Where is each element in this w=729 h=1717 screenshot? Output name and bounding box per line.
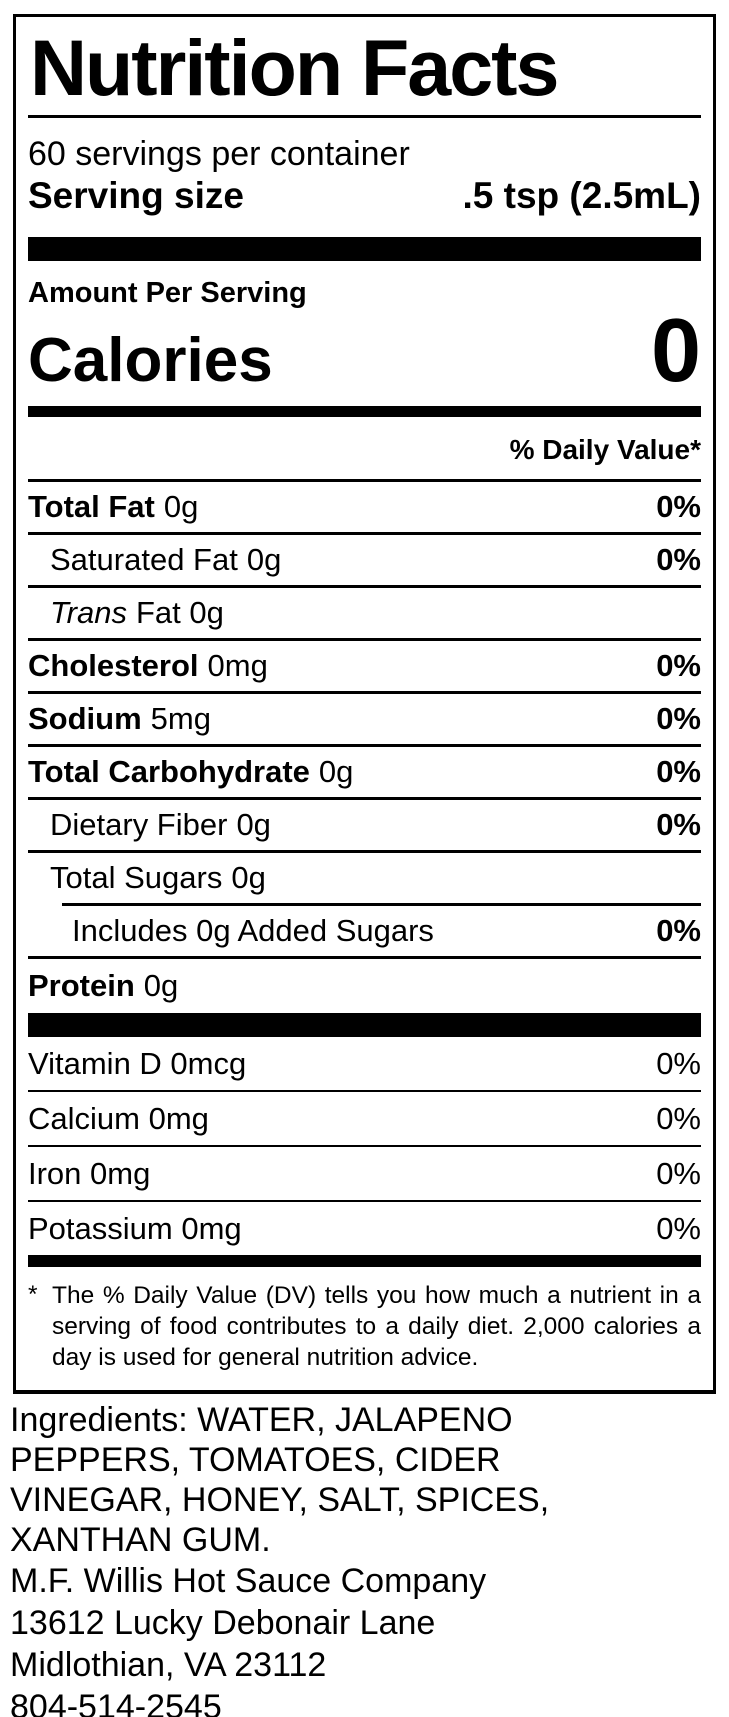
footnote-asterisk: * — [28, 1281, 38, 1308]
company-city-state-zip: Midlothian, VA 23112 — [10, 1646, 327, 1684]
divider — [28, 638, 701, 641]
vitamin-name: Iron 0mg — [28, 1155, 151, 1191]
nutrient-amount: 0g — [318, 754, 354, 789]
nutrient-name: Protein — [28, 968, 135, 1003]
vitamin-daily-value: 0% — [656, 1155, 701, 1191]
nutrient-daily-value: 0% — [656, 701, 701, 736]
divider — [28, 797, 701, 800]
footer-divider-bar — [28, 1255, 701, 1267]
vitamin-daily-value: 0% — [656, 1100, 701, 1136]
vitamin-daily-value: 0% — [656, 1210, 701, 1246]
serving-size-value: .5 tsp (2.5mL) — [462, 175, 702, 216]
nutrient-name: Dietary Fiber — [50, 807, 228, 842]
divider — [28, 115, 701, 118]
nutrient-name: Saturated Fat — [50, 542, 238, 577]
nutrient-row-total-sugars: Total Sugars 0g — [28, 853, 701, 903]
nutrient-amount: 0g — [246, 542, 282, 577]
vitamin-name: Potassium 0mg — [28, 1210, 242, 1246]
nutrient-daily-value: 0% — [656, 807, 701, 842]
nutrient-name: Trans — [50, 595, 127, 630]
nutrient-row-protein: Protein 0g — [28, 959, 701, 1013]
nutrient-amount: 0g — [143, 968, 179, 1003]
thick-divider-bar — [28, 1013, 701, 1037]
nutrient-name: Total Carbohydrate — [28, 754, 310, 789]
nutrient-row-cholesterol: Cholesterol 0mg 0% — [28, 641, 701, 691]
nutrient-daily-value: 0% — [656, 648, 701, 683]
divider — [28, 479, 701, 482]
nutrient-amount: 0mg — [207, 648, 268, 683]
divider — [28, 585, 701, 588]
nutrient-amount: Fat 0g — [135, 595, 224, 630]
vitamin-row-potassium: Potassium 0mg 0% — [28, 1202, 701, 1255]
divider — [28, 744, 701, 747]
nutrient-daily-value: 0% — [656, 754, 701, 789]
medium-divider-bar — [28, 406, 701, 417]
nutrient-amount: 0g — [231, 860, 266, 895]
nutrient-amount: 0g — [163, 489, 199, 524]
nutrient-amount: 5mg — [150, 701, 211, 736]
nutrient-row-saturated-fat: Saturated Fat 0g 0% — [28, 535, 701, 585]
divider — [28, 956, 701, 959]
calories-value: 0 — [650, 301, 701, 401]
nutrient-name: Total Fat — [28, 489, 155, 524]
serving-size-row: Serving size .5 tsp (2.5mL) — [28, 173, 701, 221]
thick-divider-bar — [28, 237, 701, 261]
manufacturer-block: M.F. Willis Hot Sauce Company 13612 Luck… — [10, 1560, 486, 1717]
ingredients-statement: Ingredients: WATER, JALAPENO PEPPERS, TO… — [10, 1401, 550, 1559]
nutrient-daily-value: 0% — [656, 542, 701, 577]
nutrient-daily-value: 0% — [656, 913, 701, 948]
nutrient-row-added-sugars: Includes 0g Added Sugars 0% — [28, 906, 701, 956]
nutrient-amount: 0g — [236, 807, 271, 842]
nutrient-daily-value: 0% — [656, 489, 701, 524]
calories-row: Calories 0 — [28, 301, 701, 401]
footnote-text: The % Daily Value (DV) tells you how muc… — [52, 1282, 701, 1371]
company-street: 13612 Lucky Debonair Lane — [10, 1604, 436, 1642]
nutrient-name: Includes 0g Added Sugars — [72, 913, 434, 948]
amount-per-serving-label: Amount Per Serving — [28, 277, 307, 309]
nutrient-name: Cholesterol — [28, 648, 199, 683]
servings-per-container: 60 servings per container — [28, 135, 410, 173]
nutrient-row-dietary-fiber: Dietary Fiber 0g 0% — [28, 800, 701, 850]
divider — [28, 1145, 701, 1147]
indented-divider — [62, 903, 701, 906]
daily-value-footnote: * The % Daily Value (DV) tells you how m… — [28, 1267, 701, 1390]
nutrient-row-sodium: Sodium 5mg 0% — [28, 694, 701, 744]
vitamin-row-vitamin-d: Vitamin D 0mcg 0% — [28, 1037, 701, 1090]
calories-label: Calories — [28, 326, 273, 395]
nutrient-row-total-carbohydrate: Total Carbohydrate 0g 0% — [28, 747, 701, 797]
nutrient-row-trans-fat: Trans Fat 0g — [28, 588, 701, 638]
nutrient-row-total-fat: Total Fat 0g 0% — [28, 482, 701, 532]
nutrient-name: Total Sugars — [50, 860, 223, 895]
company-name: M.F. Willis Hot Sauce Company — [10, 1562, 487, 1600]
nutrition-facts-panel: Nutrition Facts 60 servings per containe… — [13, 14, 716, 1394]
panel-title: Nutrition Facts — [30, 23, 559, 112]
vitamin-name: Vitamin D 0mcg — [28, 1045, 247, 1081]
serving-size-label: Serving size — [28, 175, 244, 216]
divider — [28, 532, 701, 535]
company-phone: 804-514-2545 — [10, 1688, 222, 1717]
vitamin-row-iron: Iron 0mg 0% — [28, 1147, 701, 1200]
divider — [28, 691, 701, 694]
divider — [28, 1200, 701, 1202]
vitamin-row-calcium: Calcium 0mg 0% — [28, 1092, 701, 1145]
vitamin-daily-value: 0% — [656, 1045, 701, 1081]
nutrient-name: Sodium — [28, 701, 142, 736]
daily-value-header: % Daily Value* — [509, 434, 701, 465]
spacer — [28, 221, 701, 237]
divider — [28, 850, 701, 853]
vitamin-name: Calcium 0mg — [28, 1100, 209, 1136]
divider — [28, 1090, 701, 1092]
